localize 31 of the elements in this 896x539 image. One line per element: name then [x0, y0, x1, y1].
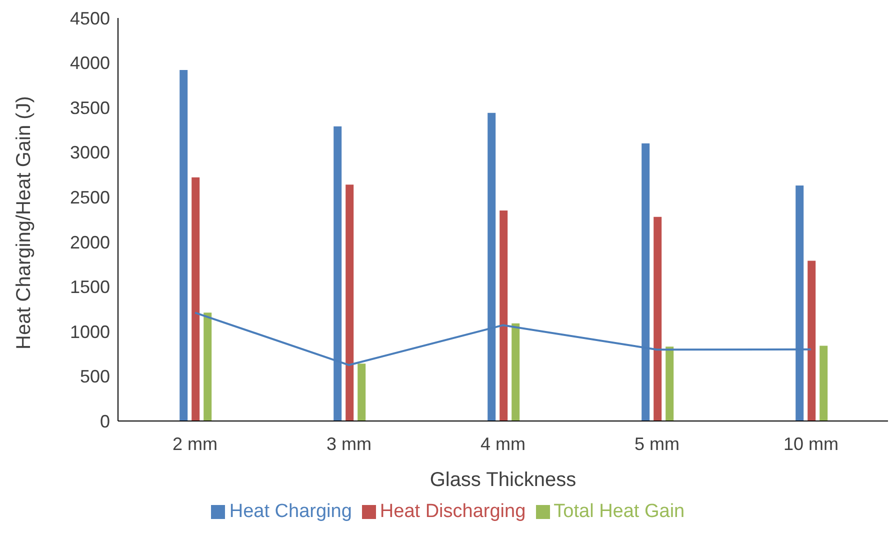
bar	[820, 346, 828, 421]
legend-label: Heat Discharging	[380, 501, 526, 522]
x-tick-label: 4 mm	[480, 434, 526, 454]
bar	[346, 184, 354, 421]
x-axis-title: Glass Thickness	[430, 469, 576, 491]
bar	[180, 70, 188, 421]
x-tick-label: 5 mm	[634, 434, 680, 454]
bar	[654, 216, 662, 421]
bar	[500, 210, 508, 421]
x-tick-label: 2 mm	[172, 434, 218, 454]
y-tick-label: 3000	[70, 142, 110, 163]
y-tick-label: 1000	[70, 322, 110, 342]
bar	[204, 312, 212, 421]
y-tick-label: 0	[100, 411, 110, 432]
bar	[358, 364, 366, 421]
legend-label: Heat Charging	[229, 501, 352, 522]
y-tick-label: 1500	[70, 277, 110, 298]
bar	[808, 260, 816, 421]
x-tick-label: 3 mm	[326, 434, 372, 454]
y-tick-label: 2000	[70, 232, 110, 252]
y-axis-title: Heat Charging/Heat Gain (J)	[13, 96, 36, 350]
legend-label: Total Heat Gain	[554, 501, 685, 522]
bar	[666, 346, 674, 421]
bar	[512, 323, 520, 421]
y-tick-label: 3500	[70, 98, 110, 118]
x-tick-label: 10 mm	[783, 434, 839, 454]
y-tick-label: 4000	[70, 53, 110, 74]
y-tick-label: 500	[80, 366, 110, 387]
y-tick-label: 2500	[70, 188, 110, 208]
bar	[192, 177, 200, 421]
y-tick-label: 4500	[70, 8, 110, 28]
